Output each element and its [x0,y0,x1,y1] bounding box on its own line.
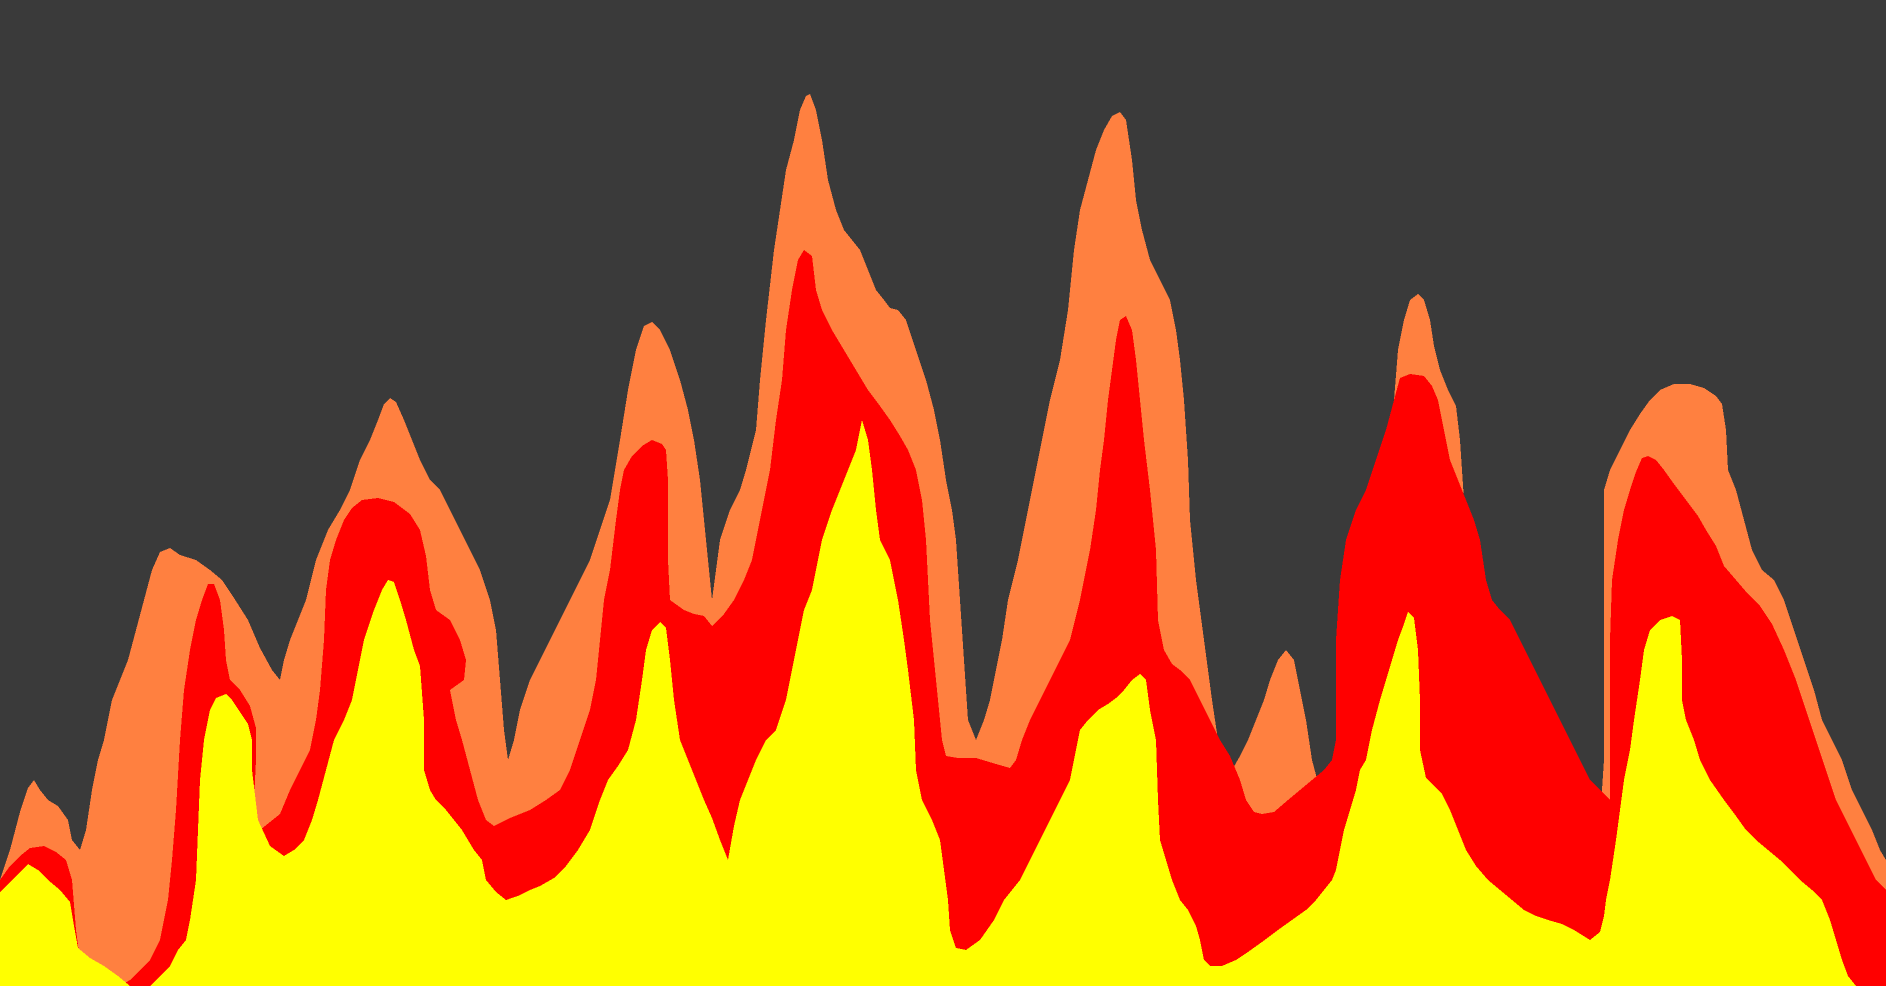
inner-flame [0,420,1856,986]
